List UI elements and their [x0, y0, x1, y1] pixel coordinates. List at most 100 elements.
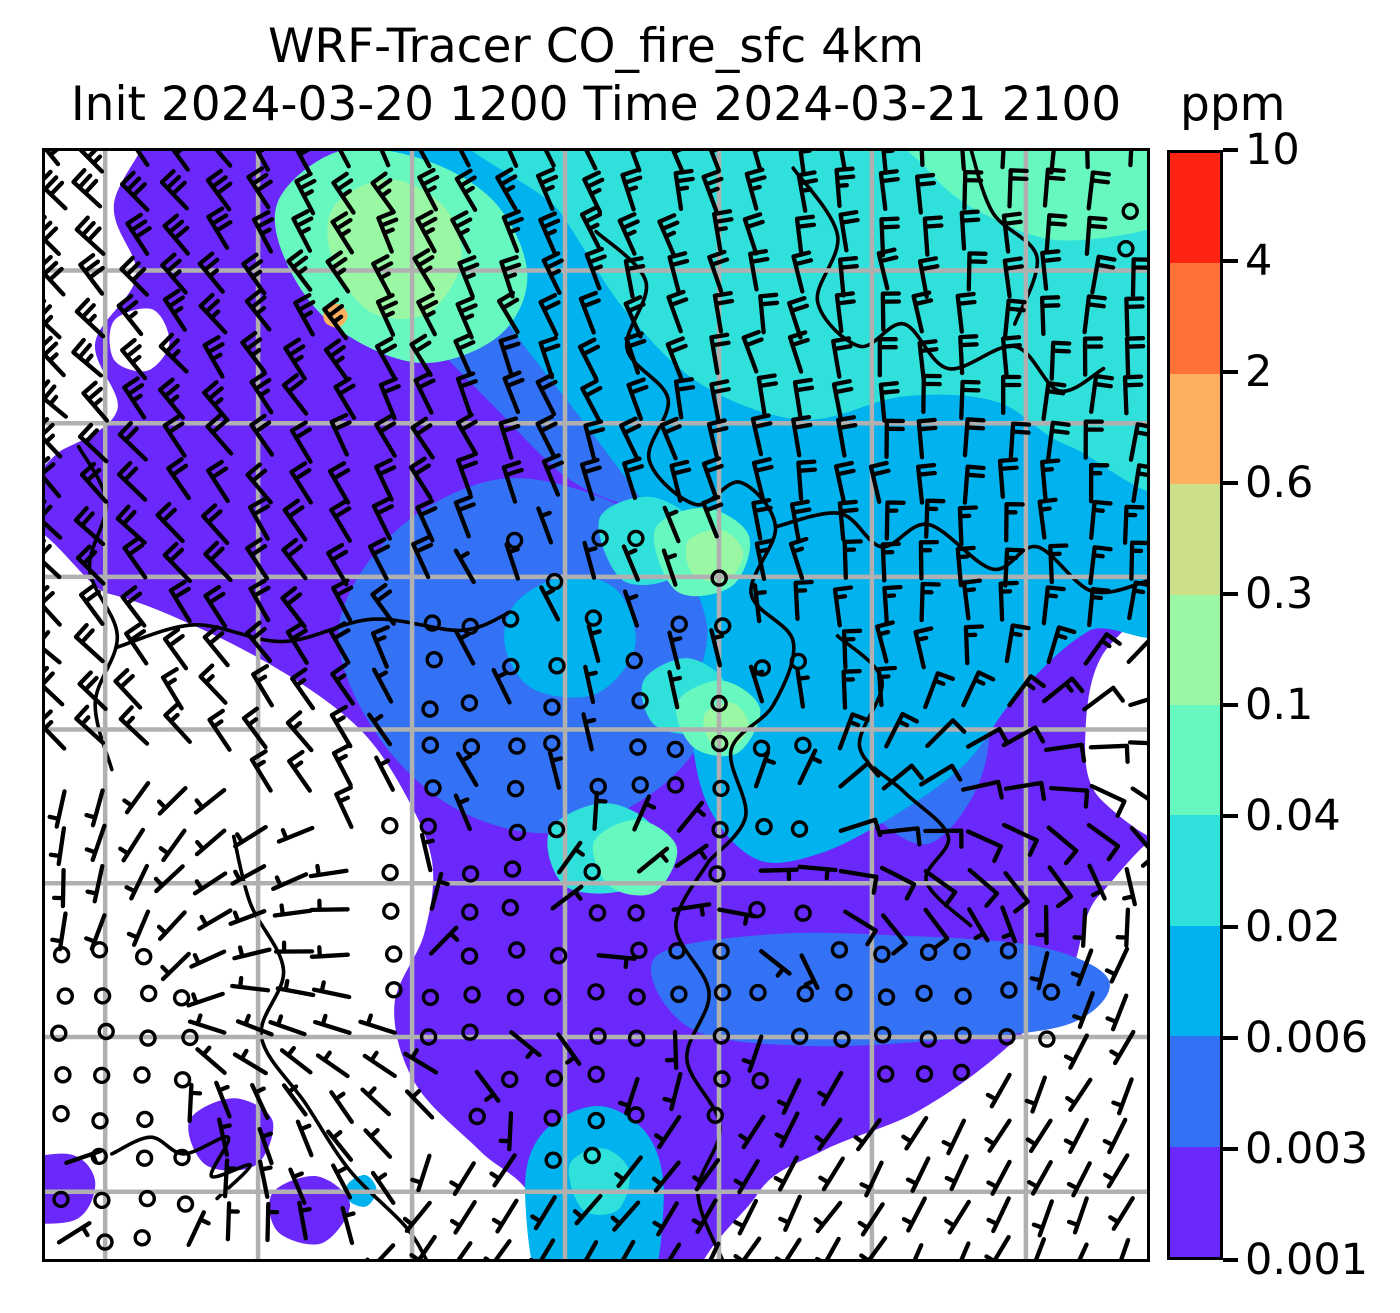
calm-wind-circle [93, 1191, 111, 1210]
wind-barb [1047, 865, 1074, 909]
calm-wind-circle [172, 989, 191, 1007]
calm-wind-circle [710, 694, 728, 713]
wind-barb [657, 213, 680, 257]
wind-barb [331, 171, 356, 215]
wind-barb [290, 667, 316, 711]
wind-barb [212, 148, 233, 168]
wind-barb [329, 412, 352, 457]
colorbar-tick-mark [1223, 703, 1238, 707]
wind-barb [536, 506, 554, 545]
wind-barb [371, 496, 394, 541]
coastline-coast-east-branch [773, 511, 1150, 595]
wind-barb [709, 628, 725, 668]
calm-wind-circle [830, 941, 849, 959]
wind-barb [1089, 499, 1113, 540]
wind-barb [116, 293, 144, 337]
wind-barb [709, 332, 731, 376]
region-violet-delta-c [42, 1153, 96, 1224]
wind-barb [454, 629, 476, 666]
wind-barb [691, 1198, 718, 1234]
wind-barb [1048, 543, 1069, 585]
wind-barb [814, 1117, 843, 1152]
wind-barb [246, 166, 273, 210]
wind-barb [535, 414, 558, 459]
wind-barb [596, 953, 637, 970]
calm-wind-circle [588, 904, 607, 922]
wind-barb [884, 418, 906, 459]
wind-barb [834, 291, 856, 334]
wind-barb [1082, 294, 1107, 335]
wind-barb [232, 1048, 268, 1076]
wind-barb [295, 1119, 314, 1158]
wind-barb [244, 620, 273, 663]
calm-wind-circle [50, 1024, 68, 1042]
wind-barb [837, 255, 859, 298]
calm-wind-circle [543, 698, 561, 716]
colorbar-tick-label: 2 [1245, 347, 1273, 397]
wind-barb [1003, 547, 1026, 588]
calm-wind-circle [544, 1151, 562, 1169]
calm-wind-circle [954, 1026, 972, 1044]
wind-barb [331, 1163, 353, 1200]
wind-barb [1087, 587, 1111, 628]
latlon-gridlines [42, 148, 1150, 1262]
wind-barb [74, 704, 106, 745]
wind-barb [281, 373, 309, 416]
wind-barb [1088, 743, 1130, 764]
calm-wind-circle [463, 986, 481, 1004]
calm-wind-circle [1000, 981, 1018, 999]
wind-barb [257, 1159, 273, 1199]
wind-barb [961, 578, 983, 621]
wind-barb [257, 1126, 274, 1166]
wind-barb [81, 380, 110, 423]
wind-barb [664, 1029, 679, 1071]
wind-barb [884, 711, 919, 749]
wind-barb [1083, 632, 1122, 666]
wind-barb [203, 540, 233, 583]
wind-barb [253, 148, 271, 172]
wind-barb [774, 1111, 800, 1148]
wind-barb [297, 1200, 312, 1241]
calm-wind-circle [877, 1065, 895, 1083]
wind-barb [654, 1114, 682, 1150]
wind-barb [118, 705, 150, 746]
wind-barb [330, 662, 355, 706]
wind-barb [712, 209, 734, 252]
wind-barb [752, 583, 767, 624]
wind-barb [538, 293, 561, 337]
wind-barb [1046, 825, 1079, 866]
wind-barb [402, 1200, 432, 1233]
wind-barb [651, 1160, 681, 1193]
calm-wind-circle [508, 823, 527, 842]
wind-barb [692, 1157, 721, 1192]
colorbar-tick-label: 0.04 [1245, 791, 1341, 841]
calm-wind-circle [625, 651, 643, 670]
calm-wind-circle [419, 817, 437, 836]
wind-barb [1108, 1237, 1131, 1262]
wind-barb [496, 290, 520, 335]
wind-barb [632, 794, 657, 832]
wind-barb [374, 457, 397, 502]
wind-barb [1000, 335, 1022, 377]
wind-barb [371, 667, 394, 704]
calm-wind-circle [501, 1070, 519, 1089]
wind-barb [917, 256, 940, 299]
wind-barb [1089, 373, 1115, 414]
wind-barb [707, 249, 730, 294]
wind-barb [42, 298, 62, 340]
wind-barb [955, 291, 977, 334]
calm-wind-circle [668, 942, 686, 960]
calm-wind-circle [587, 983, 605, 1001]
calm-wind-circle [713, 1070, 731, 1088]
wind-barb [1103, 1153, 1130, 1189]
wind-barb [813, 1200, 843, 1234]
calm-wind-circle [93, 1066, 111, 1085]
colorbar-segment [1170, 815, 1220, 926]
calm-wind-circle [627, 1029, 646, 1047]
wind-barb [837, 712, 870, 751]
wind-barb [853, 1117, 882, 1152]
wind-barb [915, 462, 937, 505]
colorbar-tick-label: 0.02 [1245, 902, 1341, 952]
wind-barb [1086, 170, 1111, 211]
calm-wind-circle [587, 1065, 605, 1084]
